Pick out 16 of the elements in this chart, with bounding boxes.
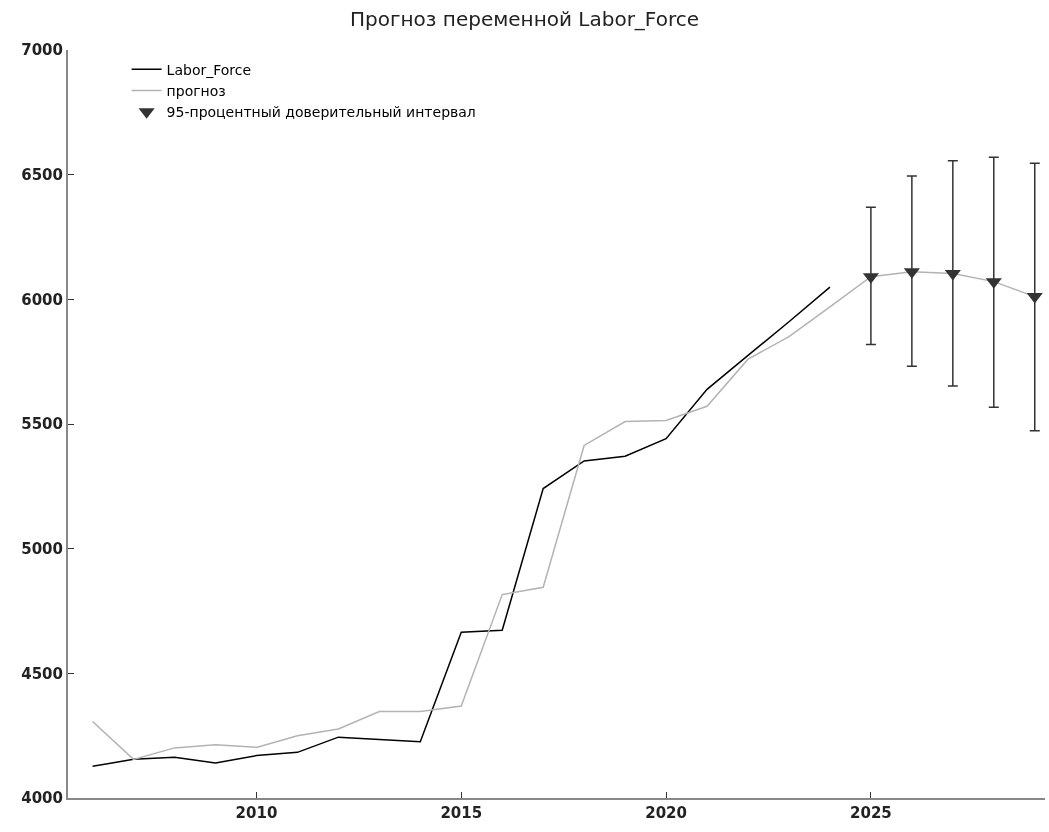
y-tick-label: 6000 xyxy=(21,290,63,309)
legend-label: прогноз xyxy=(166,83,226,99)
x-tick-label: 2020 xyxy=(645,804,687,822)
x-tick-label: 2015 xyxy=(440,804,483,822)
y-tick-label: 4500 xyxy=(21,664,63,683)
chart-title: Прогноз переменной Labor_Force xyxy=(350,7,699,32)
line-series xyxy=(91,286,831,768)
legend-label: Labor_Force xyxy=(166,61,252,78)
y-tick-label: 4000 xyxy=(21,789,63,808)
y-tick-label: 5000 xyxy=(21,539,63,558)
x-tick-label: 2010 xyxy=(235,804,278,822)
legend-label: 95-процентный доверительный интервал xyxy=(166,104,476,121)
y-tick-label: 5500 xyxy=(21,415,63,434)
x-tick-label: 2025 xyxy=(850,804,892,822)
y-tick-label: 6500 xyxy=(21,165,63,184)
y-tick-label: 7000 xyxy=(21,41,63,60)
